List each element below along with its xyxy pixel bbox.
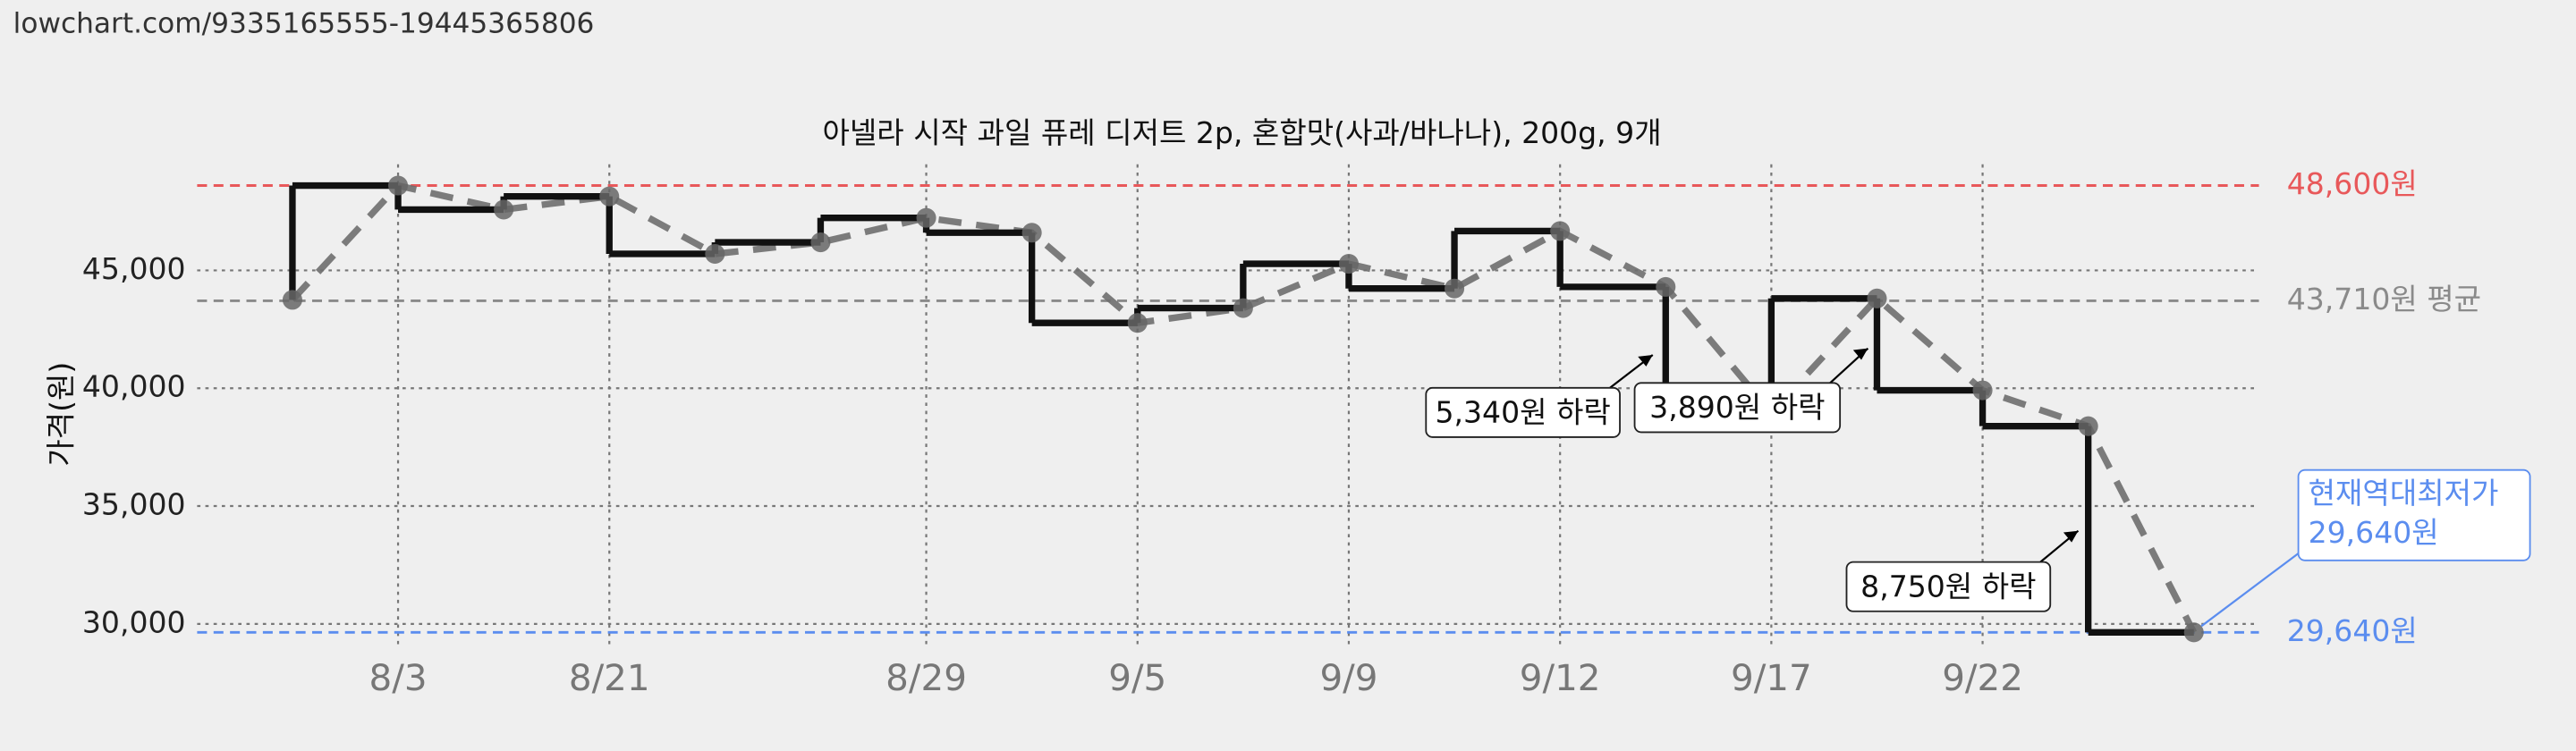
point [388,175,409,196]
annotation-box [1425,386,1621,438]
x-tick-label: 9/5 [1108,656,1166,699]
point [282,290,302,310]
url: lowchart.com/9335165555-19445365806 [13,8,595,40]
x-tick-label: 9/22 [1942,656,2023,699]
x-tick-label: 9/17 [1731,656,1812,699]
annotation-text: 3,890원 하락 [1649,390,1825,425]
point [2078,416,2098,436]
callout-arrow [2200,551,2301,628]
reference-label: 43,710원 평균 [2287,282,2481,316]
chart-title: 아넬라 시작 과일 퓨레 디저트 2p, 혼합맛(사과/바나나), 200g, … [823,115,1662,150]
x-tick-label: 8/29 [886,656,967,699]
x-tick-label: 9/12 [1520,656,1601,699]
x-tick-label: 8/3 [369,656,428,699]
point [1445,278,1465,299]
point [1127,313,1148,333]
y-tick-label: 45,000 [82,251,186,286]
x-tick-label: 8/21 [569,656,650,699]
arrow-head [1852,348,1868,360]
callout-box [2297,468,2531,561]
point [1338,254,1359,274]
point [1656,276,1676,297]
point [810,232,831,253]
y-tick-label: 40,000 [82,369,186,404]
y-axis-label: 가격(원) [43,362,78,467]
point [1233,298,1253,318]
point [599,186,620,207]
point [2183,622,2204,643]
point [705,243,725,265]
callout-value: 29,640원 [2309,515,2439,550]
x-tick-label: 9/9 [1319,656,1377,699]
point [1550,221,1571,241]
arrow-head [2063,530,2079,543]
arrow-head [1638,355,1653,367]
annotation-box [1633,382,1842,434]
annotation-box [1845,561,2052,612]
annotation-text: 8,750원 하락 [1860,570,2036,604]
y-tick-label: 35,000 [82,487,186,522]
reference-label: 48,600원 [2287,166,2418,201]
point [494,199,514,220]
point [916,207,936,228]
callout-title: 현재역대최저가 [2309,476,2499,511]
annotation-text: 5,340원 하락 [1435,395,1610,430]
reference-label: 29,640원 [2287,613,2418,648]
point [1867,288,1887,308]
point [1021,223,1042,243]
point [1972,380,1993,401]
y-tick-label: 30,000 [82,604,186,639]
